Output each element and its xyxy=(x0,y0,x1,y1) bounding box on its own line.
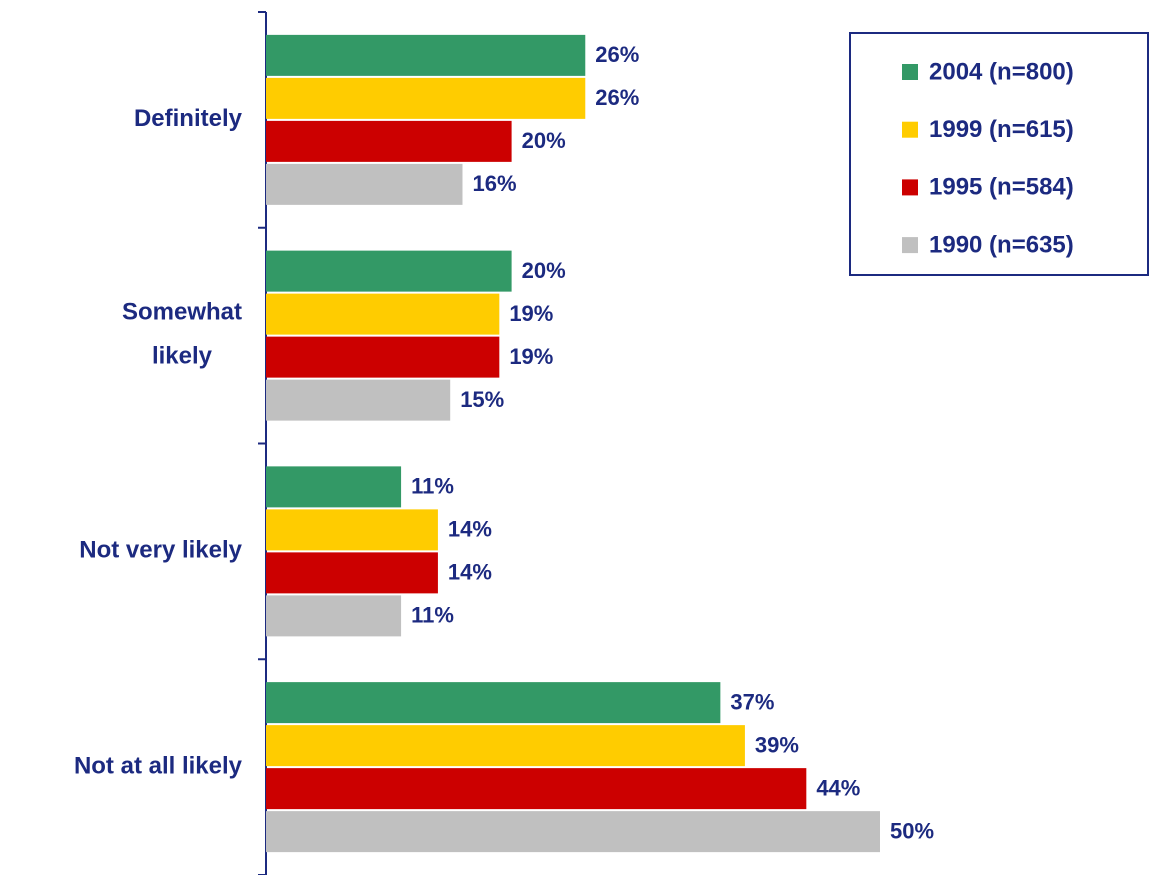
legend-label: 1990 (n=635) xyxy=(929,231,1074,258)
value-label: 16% xyxy=(472,171,516,196)
value-label: 44% xyxy=(816,775,860,800)
value-label: 11% xyxy=(411,603,454,628)
bar xyxy=(266,379,451,421)
legend-label: 1995 (n=584) xyxy=(929,174,1074,201)
category-label: Not very likely xyxy=(79,537,242,564)
bar xyxy=(266,77,586,119)
value-label: 37% xyxy=(730,689,774,714)
legend-box xyxy=(849,32,1149,276)
legend-swatch xyxy=(902,179,918,196)
value-label: 14% xyxy=(448,517,492,542)
bar xyxy=(266,466,402,508)
bar xyxy=(266,34,586,76)
bar xyxy=(266,552,438,594)
bar xyxy=(266,163,463,205)
value-label: 50% xyxy=(890,818,934,843)
legend-label: 1999 (n=615) xyxy=(929,116,1074,143)
bar xyxy=(266,509,438,551)
legend-label: 2004 (n=800) xyxy=(929,58,1074,85)
value-label: 15% xyxy=(460,387,504,412)
bar xyxy=(266,595,402,637)
value-label: 26% xyxy=(595,42,639,67)
bar xyxy=(266,293,500,335)
legend-swatch xyxy=(902,64,918,80)
category-label-line: Somewhat xyxy=(122,299,242,326)
value-label: 14% xyxy=(448,560,492,585)
bar xyxy=(266,120,512,162)
value-label: 20% xyxy=(522,128,566,153)
value-label: 19% xyxy=(509,301,553,326)
bar xyxy=(266,250,512,292)
bar xyxy=(266,682,721,724)
legend-swatch xyxy=(902,237,918,254)
value-label: 11% xyxy=(411,474,454,499)
value-label: 26% xyxy=(595,85,639,110)
category-label: Not at all likely xyxy=(74,752,243,779)
bar xyxy=(266,811,880,853)
bar xyxy=(266,336,500,378)
value-label: 39% xyxy=(755,732,799,757)
bar xyxy=(266,768,807,810)
value-label: 20% xyxy=(522,258,566,283)
category-label-line: likely xyxy=(152,343,213,370)
value-label: 19% xyxy=(509,344,553,369)
bar xyxy=(266,725,745,767)
category-label: Somewhat likely xyxy=(122,299,242,370)
category-label: Definitely xyxy=(134,105,243,132)
legend-swatch xyxy=(902,121,918,138)
